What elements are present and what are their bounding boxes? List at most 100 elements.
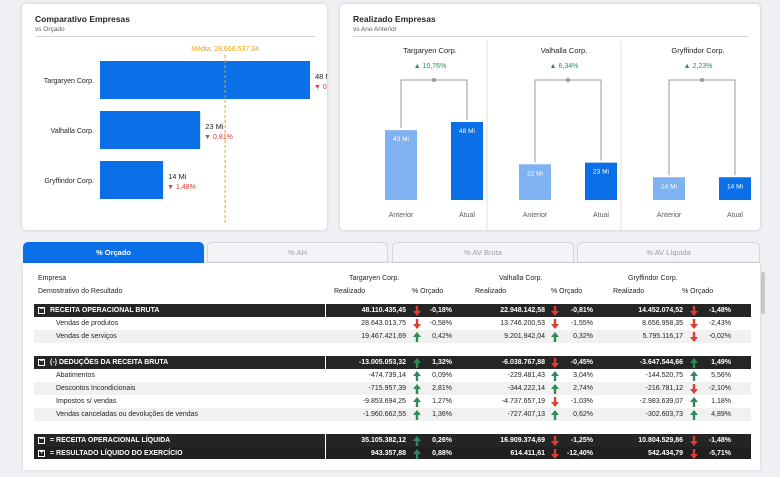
pct-orcado-value: -1,48% xyxy=(708,437,731,444)
divider xyxy=(325,447,326,460)
divider xyxy=(325,356,326,369)
header-orcado[interactable]: % Orçado xyxy=(551,288,583,295)
header-realizado[interactable]: Realizado xyxy=(475,288,507,295)
bar-pct-label: ▼ 1,48% xyxy=(167,184,196,191)
arrow-down-icon xyxy=(689,305,699,316)
arrow-up-icon xyxy=(412,396,422,407)
connector-line xyxy=(668,79,736,176)
pct-orcado-value: 0,62% xyxy=(573,411,593,418)
pct-orcado-value: 0,88% xyxy=(432,450,452,457)
row-label: Impostos s/ vendas xyxy=(56,398,117,405)
header-company-valhalla[interactable]: Valhalla Corp. xyxy=(499,275,543,282)
realizado-value: -229.481,43 xyxy=(507,372,545,379)
arrow-up-icon xyxy=(550,331,560,342)
arrow-down-icon xyxy=(689,318,699,329)
tab-ah[interactable]: % AH xyxy=(207,242,388,263)
table-group-row: − RECEITA OPERACIONAL BRUTA 48.110.435,45 -… xyxy=(34,304,751,317)
arrow-up-icon xyxy=(689,409,699,420)
card-subtitle: vs Ano Anterior xyxy=(353,26,397,33)
card-subtitle: vs Orçado xyxy=(35,26,65,33)
bar-value-label: 14 Mi xyxy=(168,172,187,181)
header-company-gryffindor[interactable]: Gryffindor Corp. xyxy=(628,275,678,282)
header-realizado[interactable]: Realizado xyxy=(613,288,645,295)
arrow-down-icon xyxy=(412,318,422,329)
realizado-bar-chart: Targaryen Corp. ▲ 10,76% 43 Mi 48 Mi Anterio… xyxy=(385,41,751,230)
pct-orcado-value: -0,45% xyxy=(570,359,593,366)
realizado-value: -6.038.767,88 xyxy=(501,359,545,366)
row-label: Abatimentos xyxy=(56,372,95,379)
x-label: Atual xyxy=(459,212,475,219)
x-label: Atual xyxy=(727,212,743,219)
expand-collapse-toggle[interactable]: − xyxy=(38,358,45,366)
realizado-value: -3.647.544,66 xyxy=(639,359,683,366)
realizado-value: 28.643.013,75 xyxy=(361,320,406,327)
category-label: Targaryen Corp. xyxy=(44,78,94,85)
table-row: Vendas de produtos 28.643.013,75 -0,58% 13.… xyxy=(34,317,751,330)
pct-orcado-value: 1,27% xyxy=(432,398,452,405)
realizado-value: 16.909.374,69 xyxy=(500,437,545,444)
table-row: Abatimentos -474.739,14 0,09% -229.481,43 3,… xyxy=(34,369,751,382)
row-label: = RECEITA OPERACIONAL LÍQUIDA xyxy=(50,437,171,444)
arrow-up-icon xyxy=(412,409,422,420)
realizado-value: -144.520,75 xyxy=(645,372,683,379)
connector-dot xyxy=(566,78,570,82)
tab-av-bruta[interactable]: % AV Bruta xyxy=(392,242,574,263)
arrow-down-icon xyxy=(689,448,699,459)
category-label: Gryffindor Corp. xyxy=(44,178,94,185)
table-scrollbar[interactable] xyxy=(761,272,765,314)
bar-anterior xyxy=(653,177,685,200)
connector-line xyxy=(400,79,468,129)
realizado-value: 9.201.942,04 xyxy=(504,333,545,340)
realizado-value: 14.452.074,52 xyxy=(638,307,683,314)
row-label: Vendas de serviços xyxy=(56,333,117,340)
card-title: Comparativo Empresas xyxy=(35,14,130,24)
tab-orcado[interactable]: % Orçado xyxy=(23,242,204,263)
realizado-value: -9.853.694,25 xyxy=(362,398,406,405)
bar-anterior xyxy=(385,130,417,200)
realizado-value: 542.434,79 xyxy=(647,450,683,457)
realizado-value: -13.005.053,32 xyxy=(358,359,406,366)
header-orcado[interactable]: % Orçado xyxy=(412,288,444,295)
pct-orcado-value: -5,71% xyxy=(708,450,731,457)
realizado-value: -2.983.639,07 xyxy=(639,398,683,405)
bar xyxy=(100,61,310,99)
pct-orcado-value: -0,02% xyxy=(708,333,731,340)
category-label: Valhalla Corp. xyxy=(51,128,95,135)
row-label: Descontos Incondicionais xyxy=(56,385,136,392)
tab-av-liquida[interactable]: % AV Líquida xyxy=(577,242,760,263)
pct-orcado-value: -2,10% xyxy=(708,385,731,392)
bar-atual xyxy=(585,162,617,200)
arrow-up-icon xyxy=(412,383,422,394)
pct-orcado-value: 0,26% xyxy=(432,437,452,444)
pct-orcado-value: 0,09% xyxy=(432,372,452,379)
delta-label: ▲ 2,23% xyxy=(684,63,713,70)
expand-collapse-toggle[interactable]: + xyxy=(38,449,45,457)
header-company-targaryen[interactable]: Targaryen Corp. xyxy=(349,275,400,282)
expand-collapse-toggle[interactable]: − xyxy=(38,436,45,444)
bar-pct-label: ▼ 0,18% xyxy=(314,84,327,91)
realizado-value: 10.804.529,86 xyxy=(638,437,683,444)
bar-value-label: 48 Mi xyxy=(315,72,327,81)
header-orcado[interactable]: % Orçado xyxy=(682,288,714,295)
divider xyxy=(35,36,315,37)
comparativo-empresas-card: Comparativo Empresas vs Orçado Targaryen… xyxy=(22,4,327,230)
connector-dot xyxy=(432,78,436,82)
pct-orcado-value: 0,32% xyxy=(573,333,593,340)
bar xyxy=(100,161,164,199)
pct-orcado-value: 5,56% xyxy=(711,372,731,379)
pct-orcado-value: -2,43% xyxy=(708,320,731,327)
pct-orcado-value: -1,25% xyxy=(570,437,593,444)
row-label: = RESULTADO LÍQUIDO DO EXERCÍCIO xyxy=(50,450,183,457)
x-label: Anterior xyxy=(657,212,682,219)
realizado-value: -715.957,39 xyxy=(368,385,406,392)
arrow-down-icon xyxy=(550,396,560,407)
group-title: Targaryen Corp. xyxy=(403,46,457,55)
resultado-table: Empresa Demostrativo do Resultado Targar… xyxy=(23,263,760,470)
expand-collapse-toggle[interactable]: − xyxy=(38,306,45,314)
pct-orcado-value: -0,81% xyxy=(570,307,593,314)
row-label: RECEITA OPERACIONAL BRUTA xyxy=(50,307,160,314)
realizado-value: -727.407,13 xyxy=(507,411,545,418)
header-realizado[interactable]: Realizado xyxy=(334,288,366,295)
bar-atual xyxy=(719,177,751,200)
realizado-empresas-card: Realizado Empresas vs Ano Anterior Targa… xyxy=(340,4,760,230)
